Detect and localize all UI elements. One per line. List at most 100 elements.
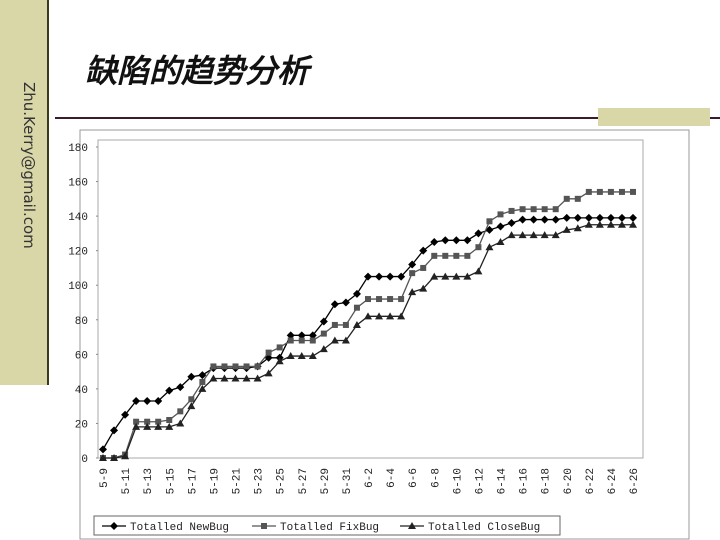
marker [618, 188, 625, 195]
x-tick-label: 5-21 [232, 468, 244, 495]
marker [474, 229, 483, 238]
x-tick-label: 5-9 [99, 468, 111, 488]
marker [176, 419, 185, 427]
marker [154, 422, 163, 430]
x-tick-label: 5-19 [209, 468, 221, 494]
marker [617, 213, 626, 222]
marker [286, 352, 295, 360]
marker [386, 312, 395, 320]
marker [352, 320, 361, 328]
marker [353, 304, 360, 311]
marker [442, 252, 449, 259]
marker [595, 213, 604, 222]
marker [375, 312, 384, 320]
y-tick-label: 60 [75, 350, 88, 362]
plot-area [97, 139, 644, 459]
marker [419, 284, 428, 292]
marker [132, 396, 141, 405]
x-tick-label: 5-15 [165, 468, 177, 494]
x-tick-label: 6-6 [408, 468, 420, 488]
marker [584, 213, 593, 222]
marker [540, 231, 549, 239]
x-tick-label: 6-2 [364, 468, 376, 488]
marker [276, 344, 283, 351]
x-tick-label: 6-20 [563, 468, 575, 494]
marker [540, 215, 549, 224]
marker [420, 264, 427, 271]
marker [541, 206, 548, 213]
marker [308, 352, 317, 360]
marker [319, 317, 328, 326]
marker [364, 312, 372, 320]
marker [630, 188, 636, 195]
marker [209, 374, 218, 382]
x-tick-label: 6-22 [585, 468, 597, 494]
x-tick-label: 5-23 [254, 468, 266, 494]
marker [529, 231, 538, 239]
marker [519, 206, 526, 213]
marker [341, 336, 350, 344]
marker [254, 363, 261, 370]
marker [133, 418, 140, 425]
marker [464, 252, 471, 259]
marker [463, 272, 472, 280]
marker [188, 396, 195, 403]
y-tick-label: 80 [75, 316, 88, 328]
x-tick-label: 5-29 [320, 468, 332, 494]
x-tick-label: 6-24 [607, 468, 619, 495]
marker [508, 207, 515, 214]
marker [364, 272, 372, 281]
marker [342, 321, 349, 328]
marker [607, 188, 614, 195]
marker [144, 418, 151, 425]
marker [386, 272, 395, 281]
marker [319, 345, 328, 353]
marker [275, 357, 284, 365]
marker [297, 352, 306, 360]
marker [199, 378, 206, 385]
marker [253, 374, 262, 382]
marker [485, 225, 494, 234]
marker [330, 300, 339, 309]
x-tick-label: 6-26 [629, 468, 641, 494]
y-tick-label: 20 [75, 419, 88, 431]
x-tick-label: 6-18 [541, 468, 553, 494]
marker [474, 267, 483, 275]
marker [320, 330, 327, 337]
marker [297, 331, 306, 340]
marker [210, 363, 217, 370]
marker [419, 246, 428, 255]
marker [606, 220, 615, 228]
marker [518, 231, 527, 239]
marker [596, 188, 603, 195]
marker [155, 418, 162, 425]
marker [198, 371, 207, 380]
x-tick-label: 6-8 [430, 468, 442, 488]
marker [552, 206, 559, 213]
marker [529, 215, 538, 224]
marker [387, 296, 394, 303]
x-tick-label: 5-27 [298, 468, 310, 494]
marker [265, 349, 272, 356]
marker [264, 369, 273, 377]
x-tick-label: 5-17 [187, 468, 199, 494]
marker [352, 289, 361, 298]
legend-label: Totalled CloseBug [428, 522, 540, 534]
marker [617, 220, 626, 228]
marker [221, 363, 228, 370]
marker [143, 422, 152, 430]
marker [430, 272, 439, 280]
side-text: Zhu.Kerry@gmail.com [20, 82, 38, 249]
y-tick-label: 0 [81, 454, 88, 466]
marker [187, 402, 196, 410]
marker [409, 270, 416, 277]
marker [563, 195, 570, 202]
accent-box [598, 108, 710, 126]
marker [486, 218, 493, 225]
y-tick-label: 120 [68, 247, 88, 259]
marker [507, 231, 516, 239]
chart-frame [79, 129, 690, 540]
marker [408, 260, 417, 269]
marker [198, 384, 207, 392]
